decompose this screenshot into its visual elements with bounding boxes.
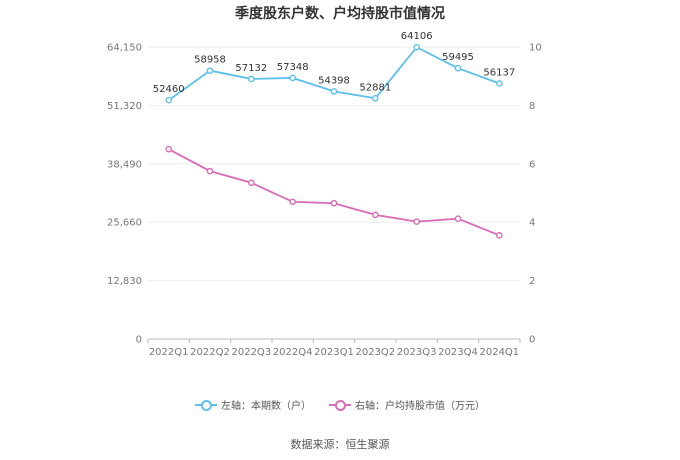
left-axis-tick-label: 25,660: [107, 218, 142, 229]
data-point: [372, 211, 379, 219]
legend-item-avg-holding[interactable]: 右轴：户均持股市值（万元）: [329, 397, 485, 412]
data-point: [289, 74, 296, 82]
data-point: [496, 232, 503, 239]
data-point: [454, 215, 462, 222]
data-source: 数据来源：恒生聚源: [290, 438, 390, 451]
data-point: [248, 75, 255, 83]
x-axis-tick-label: 2022Q4: [273, 347, 313, 358]
x-axis-tick-label: 2023Q2: [355, 347, 395, 358]
x-axis-tick-label: 2022Q3: [231, 347, 271, 358]
right-axis-tick-label: 6: [529, 159, 535, 170]
left-axis-tick-label: 64,150: [107, 43, 142, 54]
left-axis-tick-label: 51,320: [107, 101, 142, 112]
right-axis-tick-label: 8: [529, 101, 535, 112]
data-point: [413, 43, 420, 51]
x-axis-tick-label: 2023Q1: [314, 347, 354, 358]
right-axis-tick-label: 0: [529, 335, 535, 346]
legend-label-households: 左轴：本期数（户）: [221, 401, 311, 412]
legend-swatch-households: [195, 399, 217, 411]
right-axis-tick-label: 4: [529, 218, 535, 229]
data-label: 58958: [194, 55, 226, 66]
x-axis-tick-label: 2023Q3: [397, 347, 437, 358]
data-point: [165, 96, 172, 104]
data-label: 56137: [483, 67, 515, 78]
legend: 左轴：本期数（户） 右轴：户均持股市值（万元）: [0, 397, 680, 412]
data-point: [330, 88, 338, 95]
data-point: [413, 218, 420, 225]
data-point: [165, 145, 172, 153]
right-axis-tick-label: 10: [529, 43, 542, 54]
data-label: 57132: [235, 63, 267, 74]
right-axis-tick-label: 2: [529, 276, 535, 287]
data-point: [289, 198, 296, 206]
x-axis-tick-label: 2024Q1: [479, 347, 519, 358]
legend-swatch-avg-holding: [329, 399, 351, 411]
legend-item-households[interactable]: 左轴：本期数（户）: [195, 397, 311, 412]
data-label: 52460: [153, 84, 185, 95]
data-label: 59495: [442, 52, 474, 63]
legend-label-avg-holding: 右轴：户均持股市值（万元）: [355, 401, 485, 412]
data-point: [454, 64, 462, 72]
data-label: 57348: [277, 62, 309, 73]
line-chart: 0 12,830 25,660 38,490 51,320 64,150 0 2 4 6 8 10 20…: [107, 31, 542, 358]
chart-title: 季度股东户数、户均持股市值情况: [235, 6, 445, 22]
x-axis-tick-label: 2023Q4: [438, 347, 478, 358]
x-axis-tick-label: 2022Q1: [149, 347, 189, 358]
left-axis-tick-label: 0: [136, 335, 142, 346]
data-label: 64106: [401, 31, 433, 42]
data-point: [206, 67, 214, 74]
left-axis-tick-label: 38,490: [107, 159, 142, 170]
data-label: 52881: [359, 82, 391, 93]
data-point: [248, 179, 255, 187]
data-label: 54398: [318, 75, 350, 86]
data-point: [330, 199, 338, 207]
x-axis-tick-label: 2022Q2: [190, 347, 230, 358]
data-point: [206, 167, 214, 175]
data-point: [372, 94, 379, 102]
data-point: [496, 80, 503, 87]
left-axis-tick-label: 12,830: [107, 276, 142, 287]
